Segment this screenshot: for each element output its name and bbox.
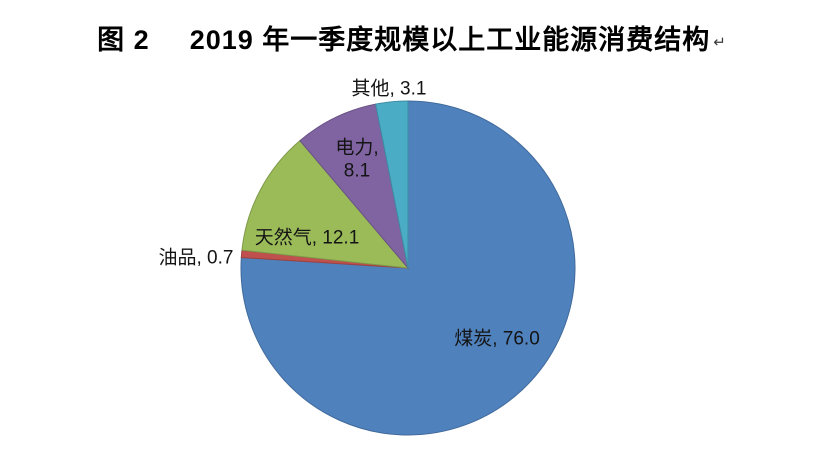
pie-slice-natural-gas — [241, 139, 410, 269]
paragraph-mark-icon: ↵ — [713, 33, 727, 51]
pie-label-coal: 煤炭, 76.0 — [454, 328, 540, 350]
pie-slice-coal — [240, 100, 576, 436]
pie-label-electricity: 电力, 8.1 — [335, 137, 378, 182]
pie-label-other: 其他, 3.1 — [352, 78, 427, 100]
pie-label-natural-gas: 天然气, 12.1 — [255, 227, 360, 249]
chart-title-text: 2019 年一季度规模以上工业能源消费结构 — [189, 25, 711, 55]
pie-label-oil: 油品, 0.7 — [159, 247, 234, 269]
chart-title: 图 2 2019 年一季度规模以上工业能源消费结构 ↵ — [0, 18, 824, 57]
chart-title-figure-label: 图 2 — [97, 25, 150, 55]
pie-slice-other — [375, 100, 409, 269]
